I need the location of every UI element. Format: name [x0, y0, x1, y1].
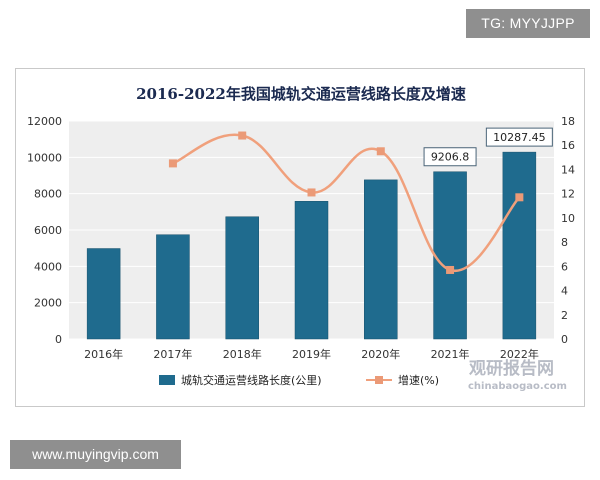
bar-series [86, 151, 537, 340]
chart: 2016-2022年我国城轨交通运营线路长度及增速 0 2000 4000 6000 8… [27, 85, 575, 392]
y-right-tick-label: 12 [561, 188, 575, 201]
legend: 城轨交通运营线路长度(公里) 增速(%) [159, 373, 439, 387]
bar [294, 201, 329, 340]
line-marker [515, 193, 524, 202]
y-left-tick-label: 12000 [27, 115, 62, 128]
x-tick-label: 2017年 [153, 347, 192, 361]
tg-badge: TG: MYYJJPP [466, 9, 590, 38]
y-left-tick-label: 6000 [34, 224, 62, 237]
data-label: 10287.45 [493, 131, 546, 144]
legend-bar-label: 城轨交通运营线路长度(公里) [181, 373, 322, 387]
legend-line-label: 增速(%) [398, 373, 439, 387]
watermark-en: chinabaogao.com [468, 381, 567, 392]
x-tick-label: 2018年 [223, 347, 262, 361]
line-series [168, 131, 524, 274]
bar [502, 151, 537, 340]
y-left-tick-label: 2000 [34, 297, 62, 310]
y-right-tick-label: 10 [561, 212, 575, 225]
x-tick-label: 2022年 [500, 347, 539, 361]
bar [364, 179, 398, 340]
line-marker [238, 131, 247, 140]
y-right-tick-label: 6 [561, 260, 568, 273]
data-label-box [485, 127, 553, 147]
legend-bar-swatch [159, 375, 175, 385]
legend-line-marker [375, 376, 383, 384]
watermark-logo: 观研报告网 chinabaogao.com [468, 358, 567, 392]
x-axis: 2016年 2017年 2018年 2019年 2020年 2021年 2022年 [84, 347, 539, 361]
x-tick-label: 2019年 [292, 347, 331, 361]
bar [433, 171, 467, 340]
watermark-cn: 观研报告网 [468, 358, 554, 379]
y-right-tick-label: 16 [561, 139, 575, 152]
y-left-tick-label: 8000 [34, 188, 62, 201]
bar [86, 248, 121, 340]
line-marker [446, 265, 455, 274]
y-right-tick-label: 8 [561, 236, 568, 249]
line-marker [307, 188, 316, 197]
y-right-tick-label: 0 [561, 333, 568, 346]
y-left-tick-label: 10000 [27, 151, 62, 164]
y-right-tick-label: 18 [561, 115, 575, 128]
x-tick-label: 2016年 [84, 347, 123, 361]
data-label-box [423, 147, 477, 167]
y-right-tick-label: 4 [561, 285, 568, 298]
chart-frame: 2016-2022年我国城轨交通运营线路长度及增速 0 2000 4000 6000 8… [15, 68, 585, 407]
line-marker [376, 147, 385, 156]
x-tick-label: 2021年 [431, 347, 470, 361]
site-badge: www.muyingvip.com [10, 440, 181, 469]
bar [156, 234, 190, 340]
y-axis-left: 0 2000 4000 6000 8000 10000 12000 [27, 115, 62, 346]
data-label: 9206.8 [431, 151, 470, 164]
y-axis-right: 0 2 4 6 8 10 12 14 16 18 [561, 115, 575, 346]
y-right-tick-label: 14 [561, 163, 575, 176]
bar [225, 216, 259, 340]
line-marker [168, 159, 177, 168]
y-left-tick-label: 0 [55, 333, 62, 346]
data-labels: 9206.8 10287.45 [423, 127, 553, 167]
x-tick-label: 2020年 [361, 347, 400, 361]
y-right-tick-label: 2 [561, 309, 568, 322]
chart-title: 2016-2022年我国城轨交通运营线路长度及增速 [136, 85, 466, 103]
y-left-tick-label: 4000 [34, 260, 62, 273]
